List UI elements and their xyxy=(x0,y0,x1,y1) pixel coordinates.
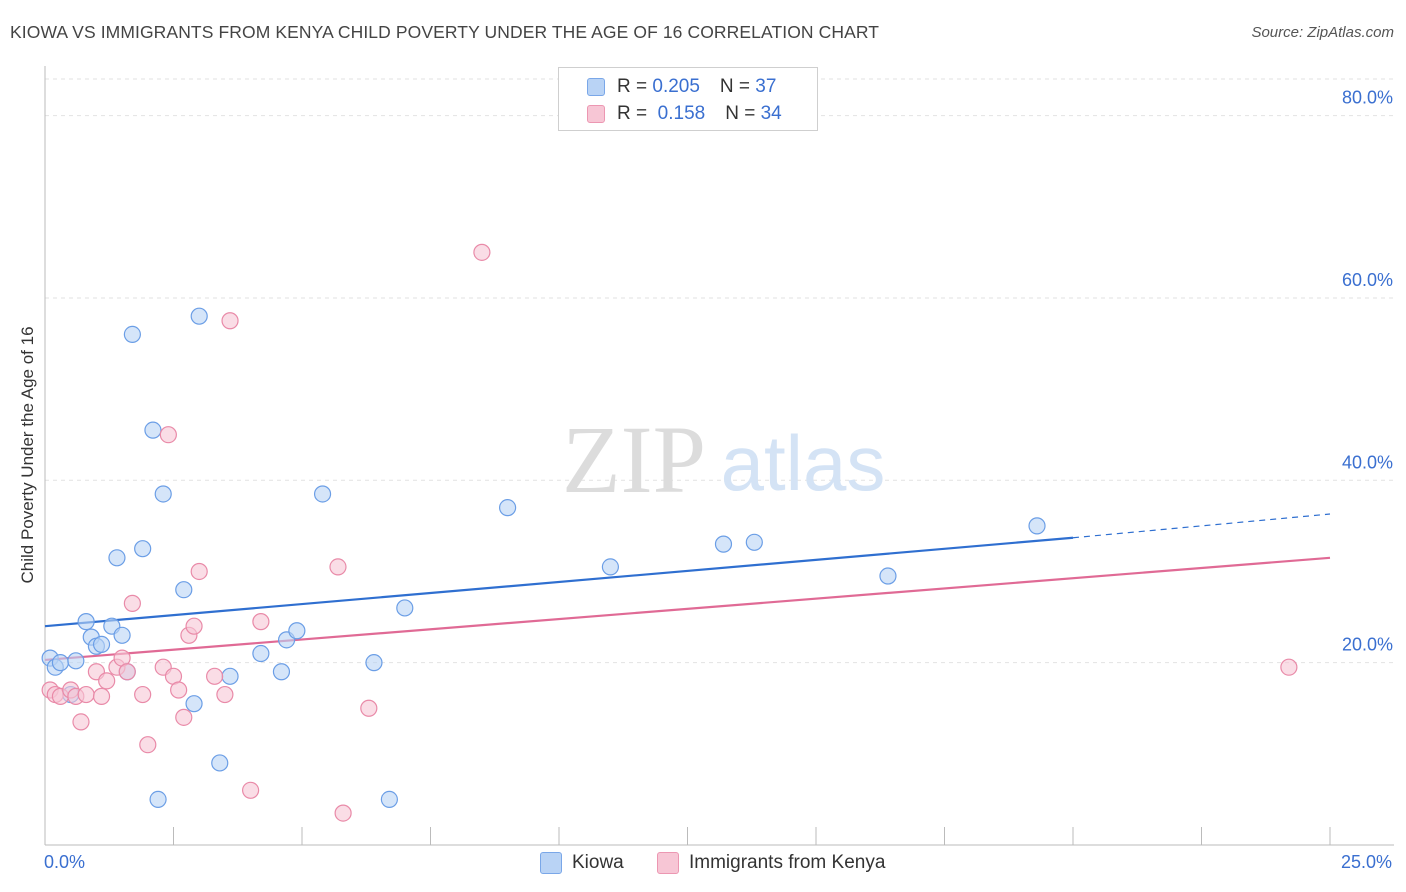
data-point-kiowa xyxy=(190,307,208,325)
data-point-immigrants-from-kenya xyxy=(329,558,347,576)
bottom-legend-kiowa: Kiowa xyxy=(540,852,624,874)
data-point-immigrants-from-kenya xyxy=(221,312,239,330)
legend-swatch-kenya xyxy=(587,105,605,123)
data-point-immigrants-from-kenya xyxy=(170,681,188,699)
data-point-kiowa xyxy=(313,485,332,503)
x-tick-label-min: 0.0% xyxy=(44,852,86,872)
data-point-immigrants-from-kenya xyxy=(252,613,270,631)
watermark-atlas: atlas xyxy=(721,419,886,507)
trend-line-immigrants-from-kenya xyxy=(44,556,1331,662)
data-point-immigrants-from-kenya xyxy=(118,663,136,681)
legend-swatch-kiowa xyxy=(587,78,605,96)
data-point-kiowa xyxy=(211,754,229,772)
data-point-kiowa xyxy=(175,581,193,599)
data-point-immigrants-from-kenya xyxy=(1280,658,1298,676)
data-point-kiowa xyxy=(113,626,131,644)
data-point-kiowa xyxy=(380,790,398,809)
legend-r-value: 0.205 xyxy=(652,76,700,97)
chart-title: KIOWA VS IMMIGRANTS FROM KENYA CHILD POV… xyxy=(10,22,880,42)
data-point-kiowa xyxy=(123,325,141,344)
data-point-kiowa xyxy=(154,485,172,503)
data-point-kiowa xyxy=(745,533,763,551)
y-tick-label: 80.0% xyxy=(1342,88,1393,108)
legend-n-value: 34 xyxy=(760,103,782,124)
legend-n-label: N = xyxy=(719,76,756,97)
data-point-immigrants-from-kenya xyxy=(92,687,111,705)
y-tick-label: 60.0% xyxy=(1342,270,1393,290)
data-point-immigrants-from-kenya xyxy=(185,617,203,635)
data-point-kiowa xyxy=(499,499,517,517)
legend-n-value: 37 xyxy=(755,76,777,97)
data-point-immigrants-from-kenya xyxy=(360,699,378,717)
data-point-immigrants-from-kenya xyxy=(216,685,234,704)
legend-row-kenya: R = 0.158 N = 34 xyxy=(587,102,782,126)
legend-n-label: N = xyxy=(725,103,761,124)
legend-r-label: R = xyxy=(617,103,653,124)
data-point-kiowa xyxy=(288,622,306,640)
data-point-kiowa xyxy=(77,613,95,631)
bottom-legend-swatch-kiowa xyxy=(540,852,562,874)
data-point-immigrants-from-kenya xyxy=(134,685,152,704)
data-point-immigrants-from-kenya xyxy=(473,243,491,261)
data-point-kiowa xyxy=(149,790,167,809)
source-credit: Source: ZipAtlas.com xyxy=(1251,24,1394,41)
data-point-kiowa xyxy=(67,652,85,670)
bottom-legend-kenya: Immigrants from Kenya xyxy=(657,852,885,874)
trend-line-extension xyxy=(1072,513,1331,539)
data-point-kiowa xyxy=(51,654,70,672)
watermark-zip: ZIP xyxy=(562,406,706,513)
legend-row-kiowa: R = 0.205 N = 37 xyxy=(587,75,776,99)
data-point-immigrants-from-kenya xyxy=(334,804,352,822)
legend-r-label: R = xyxy=(617,76,653,97)
legend-r-value: 0.158 xyxy=(652,103,706,124)
bottom-legend-swatch-kenya xyxy=(657,852,679,874)
data-point-immigrants-from-kenya xyxy=(159,426,177,444)
data-point-immigrants-from-kenya xyxy=(206,667,224,685)
data-point-immigrants-from-kenya xyxy=(98,672,116,690)
axes xyxy=(44,66,1394,846)
data-point-immigrants-from-kenya xyxy=(77,685,95,704)
data-point-immigrants-from-kenya xyxy=(175,708,193,726)
data-points xyxy=(41,243,1298,822)
data-point-kiowa xyxy=(601,558,620,576)
data-point-kiowa xyxy=(252,644,270,663)
bottom-legend-label-kiowa: Kiowa xyxy=(572,852,624,873)
data-point-kiowa xyxy=(1028,517,1046,535)
data-point-kiowa xyxy=(134,540,152,558)
y-tick-labels: 20.0% 40.0% 60.0% 80.0% xyxy=(1342,88,1393,655)
x-tick-label-max: 25.0% xyxy=(1340,852,1392,872)
data-point-kiowa xyxy=(92,635,111,654)
grid-lines xyxy=(45,78,1394,664)
trend-line-kiowa xyxy=(44,536,1074,628)
data-point-immigrants-from-kenya xyxy=(139,736,157,754)
y-tick-label: 40.0% xyxy=(1342,452,1393,472)
bottom-legend-label-kenya: Immigrants from Kenya xyxy=(689,852,886,873)
data-point-kiowa xyxy=(365,654,383,672)
data-point-kiowa xyxy=(879,567,897,585)
trend-lines xyxy=(44,513,1331,662)
data-point-immigrants-from-kenya xyxy=(242,781,260,799)
watermark: ZIP atlas xyxy=(562,406,885,513)
data-point-kiowa xyxy=(714,535,733,553)
data-point-kiowa xyxy=(272,663,291,681)
data-point-immigrants-from-kenya xyxy=(123,594,141,612)
data-point-immigrants-from-kenya xyxy=(72,713,90,731)
data-point-kiowa xyxy=(144,421,162,439)
y-tick-label: 20.0% xyxy=(1342,635,1393,655)
legend: R = 0.205 N = 37 R = 0.158 N = 34 xyxy=(558,67,818,131)
data-point-kiowa xyxy=(396,599,414,617)
data-point-kiowa xyxy=(221,667,239,685)
data-point-kiowa xyxy=(108,549,126,567)
data-point-kiowa xyxy=(185,695,203,713)
data-point-immigrants-from-kenya xyxy=(190,562,208,581)
